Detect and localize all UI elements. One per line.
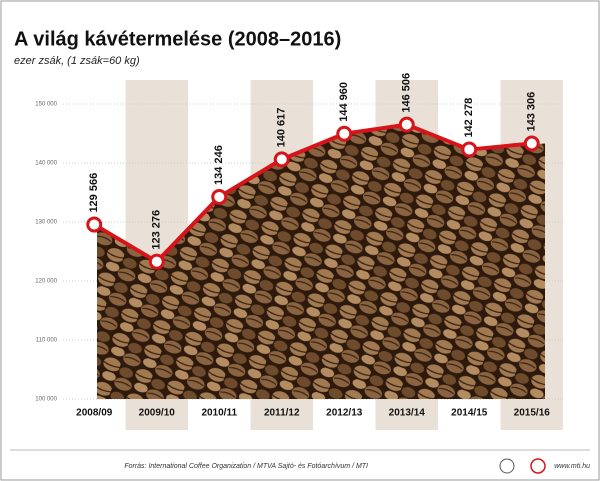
y-tick-label: 120 000 [35,279,57,285]
x-tick-label: 2011/12 [264,408,300,419]
website: www.mti.hu [554,463,590,470]
value-label: 144 960 [338,82,350,122]
logo [499,458,515,474]
x-tick-label: 2013/14 [389,408,426,419]
value-label: 134 246 [213,145,225,185]
data-line [93,122,532,264]
data-point [273,151,290,168]
data-point [398,116,415,133]
y-tick-label: 110 000 [36,338,58,344]
x-tick-label: 2008/09 [76,408,113,419]
data-point [461,141,478,158]
value-label: 129 566 [88,173,100,213]
x-tick-label: 2012/13 [326,408,363,419]
source: Forrás: International Coffee Organizatio… [124,463,368,470]
x-tick-label: 2014/15 [451,408,488,419]
value-label: 142 278 [463,98,475,138]
value-label: 146 506 [401,73,413,113]
data-point [86,216,103,233]
data-point [211,188,228,205]
data-point [336,125,353,142]
y-tick-label: 100 000 [35,397,57,403]
chart-subtitle: ezer zsák, (1 zsák=60 kg) [14,55,140,67]
y-tick-label: 130 000 [35,220,57,226]
data-point [148,253,165,270]
data-point [523,135,540,152]
y-tick-label: 150 000 [35,102,57,108]
chart-title: A világ kávétermelése (2008–2016) [14,28,341,50]
value-label: 140 617 [276,108,288,148]
x-tick-label: 2015/16 [514,408,551,419]
logo [530,458,546,474]
value-label: 123 276 [151,210,163,250]
x-tick-label: 2009/10 [139,408,176,419]
x-tick-label: 2010/11 [201,408,237,419]
value-label: 143 306 [526,92,538,132]
y-tick-label: 140 000 [35,161,57,167]
